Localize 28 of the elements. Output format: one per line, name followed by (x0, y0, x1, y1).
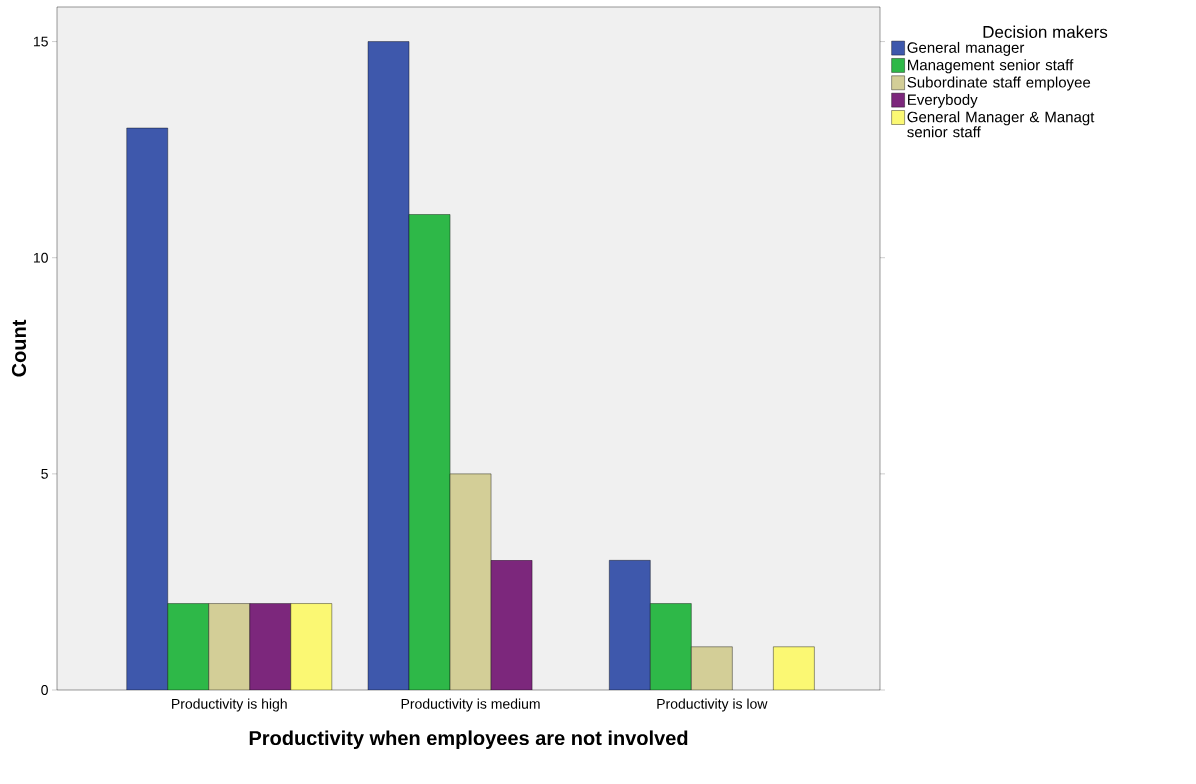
y-tick-label: 10 (33, 252, 48, 263)
bar (650, 603, 692, 690)
bar (609, 560, 651, 690)
bar (167, 603, 209, 690)
bar (249, 603, 291, 690)
y-tick-label: 15 (33, 36, 48, 47)
y-tick-label: 0 (41, 685, 48, 695)
bar (773, 646, 815, 690)
x-tick-label: Productivity is medium (401, 698, 540, 712)
legend-label: Management senior staff (908, 59, 1074, 74)
legend-label: General Manager & Managt senior staff (907, 111, 1095, 138)
bar (449, 473, 492, 690)
bar (367, 41, 410, 690)
legend-label: Subordinate staff employee (907, 76, 1091, 91)
legend-label: Everybody (908, 93, 978, 108)
x-tick-label: Productivity is high (172, 698, 287, 712)
bar (126, 127, 168, 690)
bar (691, 646, 733, 690)
y-tick-label: 5 (41, 468, 48, 479)
y-axis-title: Count (11, 319, 27, 377)
legend-label: General manager (907, 41, 1025, 56)
x-axis-title: Productivity when employees are not involved (249, 730, 688, 750)
bar (208, 603, 250, 690)
x-tick-label: Productivity is low (657, 698, 768, 712)
bar (408, 214, 451, 690)
legend-title: Decision makers (983, 25, 1108, 38)
bar (290, 603, 333, 690)
bar (490, 560, 533, 690)
